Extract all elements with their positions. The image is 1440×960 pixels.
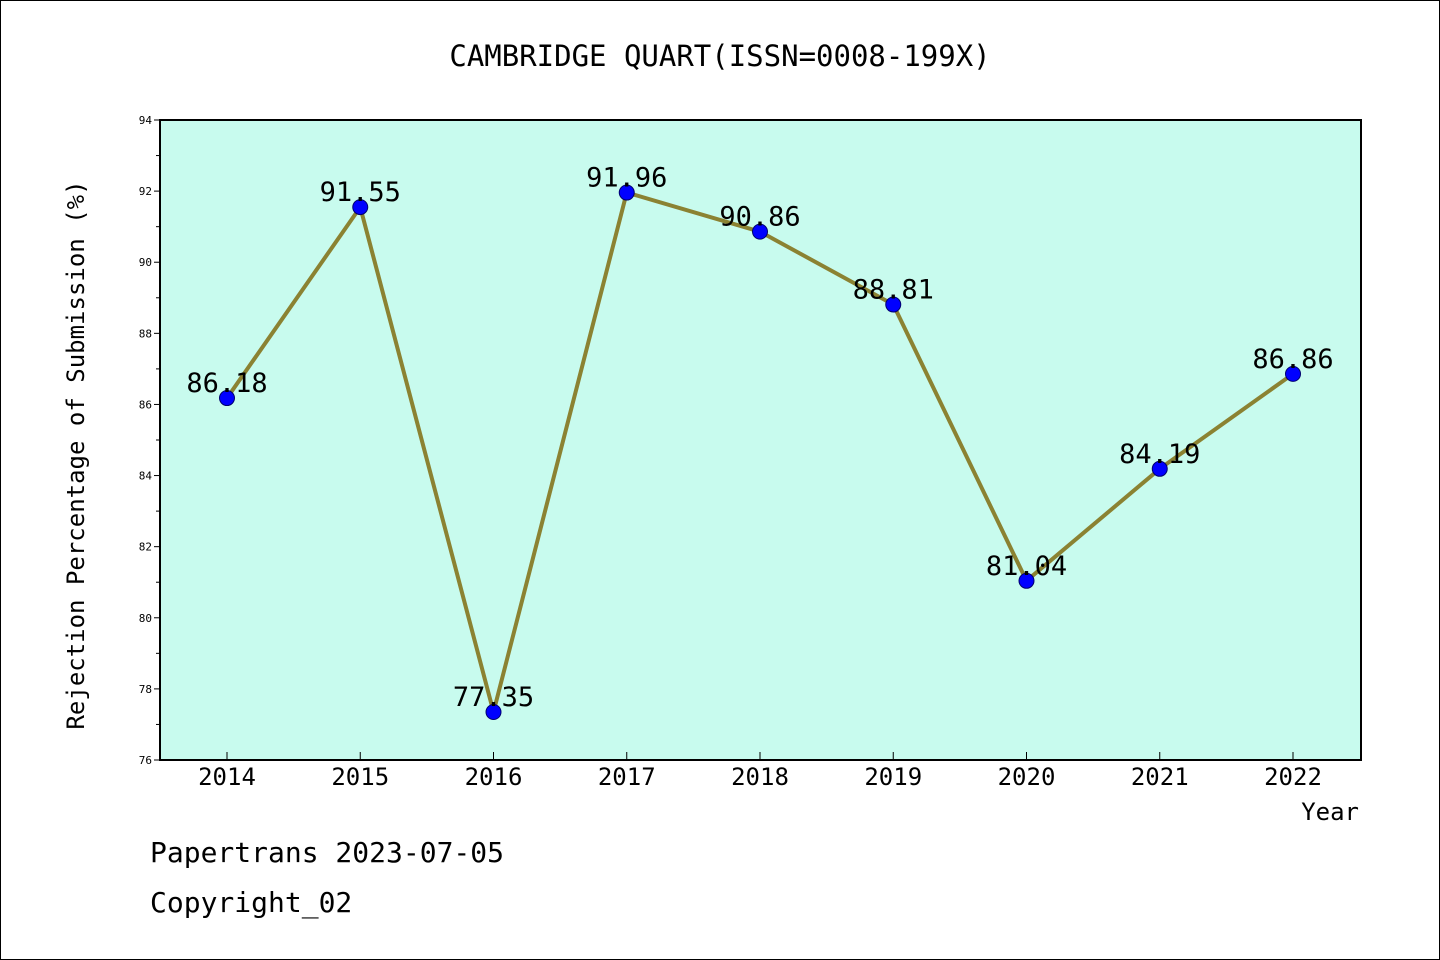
- data-point: [885, 296, 902, 313]
- y-tick-label: 82: [139, 541, 152, 554]
- data-label: 77.35: [453, 682, 534, 713]
- data-point: [352, 199, 369, 216]
- y-tick-label: 88: [139, 327, 152, 340]
- y-tick-label: 80: [139, 612, 152, 625]
- data-point: [485, 704, 502, 720]
- data-point: [618, 184, 635, 201]
- y-tick-label: 90: [139, 256, 152, 269]
- data-point: [219, 390, 235, 407]
- data-label: 91.96: [586, 163, 667, 194]
- x-tick-label: 2017: [598, 763, 656, 791]
- x-tick-label: 2014: [198, 763, 256, 791]
- chart-title: CAMBRIDGE QUART(ISSN=0008-199X): [449, 39, 990, 73]
- y-tick-label: 94: [139, 114, 153, 127]
- data-label: 84.19: [1119, 439, 1200, 470]
- y-tick-label: 76: [139, 754, 152, 767]
- y-tick-label: 86: [139, 398, 152, 411]
- data-point: [752, 223, 768, 240]
- data-label: 86.86: [1252, 344, 1333, 375]
- footer-copyright: Copyright_02: [150, 886, 353, 919]
- data-label: 86.18: [186, 368, 267, 399]
- x-tick-label: 2022: [1264, 763, 1322, 791]
- x-tick-label: 2016: [465, 763, 523, 791]
- x-tick-label: 2021: [1131, 763, 1189, 791]
- data-point: [1018, 572, 1035, 589]
- y-axis-label: Rejection Percentage of Submission (%): [62, 180, 90, 729]
- x-tick-label: 2020: [998, 763, 1056, 791]
- x-tick-label: 2018: [731, 763, 789, 791]
- data-label: 88.81: [853, 275, 934, 306]
- y-tick-label: 78: [139, 683, 152, 696]
- data-label: 81.04: [986, 551, 1067, 582]
- y-tick-label: 92: [139, 185, 152, 198]
- y-tick-label: 84: [139, 470, 153, 483]
- x-axis-label: Year: [1301, 798, 1359, 826]
- axes: 76 78 80 82 84 86 88 90 92 94 2014 2015 2016 2017 2018…: [139, 114, 1322, 791]
- data-point: [1285, 365, 1301, 382]
- series: [219, 184, 1301, 720]
- data-labels: 86.18 91.55 77.35 91.96 90.86 88.81 81.04 84.19…: [186, 163, 1333, 713]
- data-point: [1151, 460, 1168, 477]
- x-tick-label: 2019: [864, 763, 922, 791]
- footer-date: Papertrans 2023-07-05: [150, 836, 505, 869]
- data-label: 90.86: [719, 202, 800, 233]
- data-label: 91.55: [320, 177, 401, 208]
- x-tick-label: 2015: [331, 763, 389, 791]
